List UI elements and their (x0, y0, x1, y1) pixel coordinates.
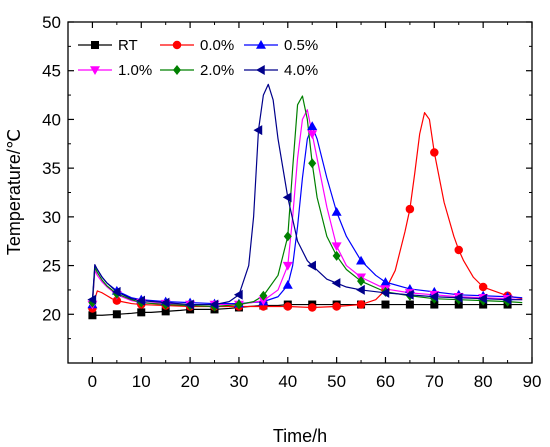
data-point-1-0- (282, 261, 293, 271)
data-point-rt (88, 311, 97, 320)
legend: RT 0.0% 0.5% 1.0% 2.0% 4.0% (78, 37, 318, 79)
data-point-4-0- (282, 192, 292, 203)
data-point-4-0- (331, 278, 341, 289)
data-point-0-0- (478, 282, 488, 292)
y-tick-label: 50 (42, 13, 61, 32)
data-point-2-0- (332, 250, 341, 261)
data-point-0-0- (430, 148, 439, 157)
data-point-0-0- (307, 303, 317, 312)
data-point-0-0- (112, 296, 122, 305)
legend-label-0-5-: 0.5% (284, 37, 318, 54)
data-point-0-5- (380, 277, 391, 286)
legend-label-0-0-: 0.0% (200, 37, 234, 54)
y-tick-label: 35 (42, 159, 61, 178)
legend-marker-1-0- (90, 66, 100, 75)
data-point-0-0- (283, 302, 293, 311)
data-point-4-0- (380, 287, 390, 298)
series-line-4-0- (91, 83, 523, 306)
legend-label-rt: RT (118, 37, 138, 54)
legend-marker-0-0- (172, 40, 182, 50)
data-point-0-5- (331, 206, 342, 216)
data-point-rt (381, 300, 390, 309)
data-point-rt (405, 300, 414, 309)
data-point-4-0- (136, 295, 146, 306)
x-tick-label: 60 (376, 372, 395, 391)
x-tick-label: 40 (278, 372, 297, 391)
data-point-0-0- (356, 300, 366, 309)
data-point-2-0- (357, 276, 366, 287)
data-point-4-0- (502, 294, 512, 305)
data-point-4-0- (404, 289, 414, 300)
data-point-4-0- (429, 291, 439, 302)
series-line-0-0- (91, 112, 523, 309)
data-point-4-0- (307, 260, 316, 271)
data-point-4-0- (453, 292, 463, 303)
series-line-0-5- (91, 125, 523, 305)
data-point-rt (430, 300, 439, 309)
y-tick-label: 20 (42, 305, 61, 324)
x-tick-label: 30 (229, 372, 248, 391)
data-point-rt (112, 310, 121, 319)
x-tick-label: 20 (181, 372, 200, 391)
data-point-0-0- (405, 204, 415, 214)
data-point-4-0- (111, 286, 121, 297)
data-point-2-0- (283, 231, 292, 242)
y-tick-label: 25 (42, 257, 61, 276)
y-axis-label: Temperature/℃ (4, 129, 24, 255)
axis-ticks: 0 10 20 30 40 50 60 70 80 90 20 25 30 35 40 45 50 (42, 13, 541, 391)
data-point-rt (137, 308, 146, 317)
data-point-4-0- (356, 284, 365, 295)
data-point-0-0- (454, 245, 463, 255)
x-tick-label: 10 (132, 372, 151, 391)
x-axis-label: Time/h (273, 426, 327, 446)
data-point-4-0- (253, 125, 263, 136)
data-point-0-5- (282, 280, 293, 289)
data-point-2-0- (308, 158, 317, 169)
legend-marker-2-0- (173, 65, 181, 75)
data-point-4-0- (185, 299, 194, 310)
legend-label-4-0-: 4.0% (284, 62, 318, 79)
data-point-2-0- (259, 290, 268, 301)
series-line-2-0- (91, 95, 523, 308)
x-tick-label: 70 (425, 372, 444, 391)
data-point-1-0- (258, 296, 269, 306)
data-point-2-0- (234, 299, 243, 310)
data-point-0-0- (332, 302, 341, 311)
x-tick-label: 50 (327, 372, 346, 391)
y-tick-label: 40 (42, 110, 61, 129)
legend-label-1-0-: 1.0% (118, 62, 152, 79)
data-point-4-0- (87, 294, 97, 305)
data-point-rt (161, 307, 170, 316)
data-point-1-0- (331, 242, 342, 252)
legend-marker-0-5- (256, 40, 266, 49)
x-tick-label: 0 (88, 372, 97, 391)
y-tick-label: 45 (42, 62, 61, 81)
x-tick-label: 80 (474, 372, 493, 391)
series-layer (91, 83, 523, 316)
legend-label-2-0-: 2.0% (200, 62, 234, 79)
data-point-4-0- (209, 299, 219, 310)
data-point-1-0- (307, 130, 318, 140)
legend-marker-rt (91, 41, 99, 49)
marker-layer (87, 121, 513, 320)
y-tick-label: 30 (42, 208, 61, 227)
x-tick-label: 90 (523, 372, 542, 391)
data-point-4-0- (478, 293, 487, 304)
data-point-0-5- (307, 121, 318, 130)
data-point-4-0- (160, 297, 170, 308)
data-point-4-0- (233, 289, 243, 300)
legend-marker-4-0- (256, 65, 265, 75)
data-point-0-5- (356, 255, 367, 265)
